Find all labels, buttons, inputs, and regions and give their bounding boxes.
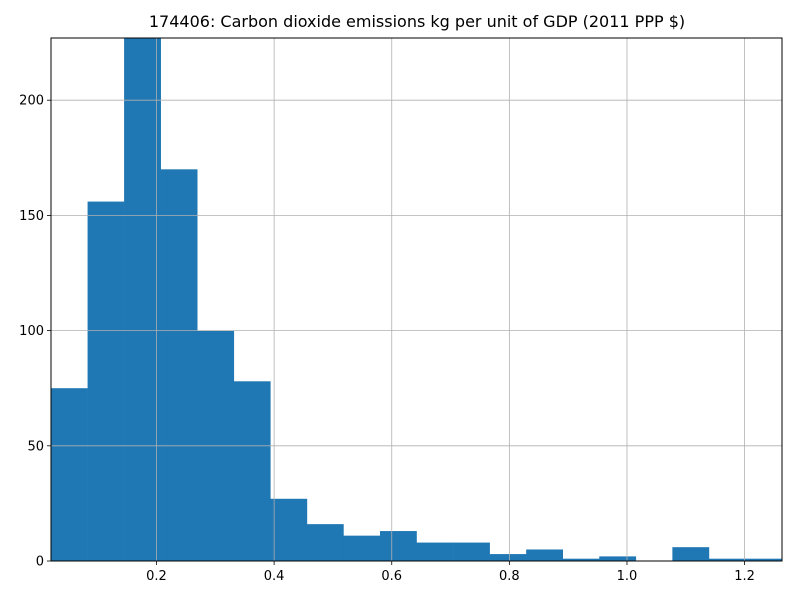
y-tick-label: 150 [19,209,44,224]
bar-0 [51,388,88,561]
bar-2 [124,38,161,561]
y-tick-label: 100 [19,324,44,339]
bar-15 [599,556,637,561]
bar-7 [306,524,344,561]
x-tick-label: 0.2 [146,569,167,584]
bar-3 [160,169,198,561]
x-tick-label: 0.6 [381,569,402,584]
bar-18 [708,558,746,561]
bar-10 [416,542,454,561]
bars-group [51,38,783,562]
bar-12 [489,554,527,561]
bar-9 [379,531,417,561]
x-tick-label: 1.2 [734,569,755,584]
x-tick-label: 0.4 [264,569,285,584]
y-axis: 0 50 100 150 200 [19,94,51,570]
bar-5 [233,381,271,561]
bar-14 [562,558,600,561]
bar-6 [270,498,308,561]
x-tick-label: 1.0 [617,569,638,584]
x-tick-label: 0.8 [499,569,520,584]
x-axis: 0.2 0.4 0.6 0.8 1.0 1.2 [146,561,755,584]
bar-11 [453,542,490,561]
bar-17 [672,547,710,561]
grid-group [51,38,782,561]
bar-1 [87,201,125,562]
bar-19 [745,558,783,561]
chart-title: 174406: Carbon dioxide emissions kg per … [148,12,686,31]
plot-frame [50,37,783,562]
y-tick-label: 0 [36,555,44,570]
y-tick-label: 50 [27,439,44,454]
y-tick-label: 200 [19,94,44,109]
bar-8 [343,535,381,561]
bar-13 [526,549,563,561]
